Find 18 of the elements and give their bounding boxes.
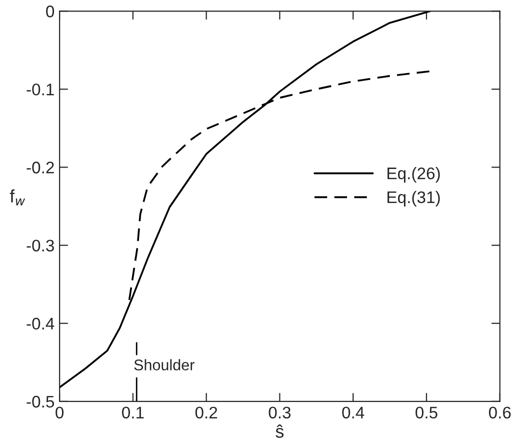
x-tick-label: 0.3	[268, 406, 291, 419]
x-tick-label: 0	[56, 406, 64, 419]
y-tick-label: -0.4	[26, 318, 54, 330]
legend-label: Eq.(31)	[388, 190, 440, 206]
y-tick-label: -0.3	[26, 240, 54, 252]
y-tick-label: 0	[46, 6, 54, 18]
y-axis-title: f$_{w}$	[10, 189, 26, 206]
x-tick-label: 0.1	[122, 406, 144, 419]
x-tick-label: 0.4	[342, 406, 364, 419]
y-tick-label: -0.5	[26, 396, 54, 408]
x-axis-title: ŝ	[276, 424, 284, 438]
legend-label: Eq.(26)	[388, 167, 440, 183]
annotation: Shoulder	[134, 359, 194, 370]
x-tick-label: 0.6	[488, 406, 511, 419]
y-tick-label: -0.1	[26, 84, 54, 96]
y-tick-label: -0.2	[26, 162, 54, 174]
x-tick-label: 0.2	[195, 406, 218, 419]
x-tick-label: 0.5	[416, 406, 438, 419]
